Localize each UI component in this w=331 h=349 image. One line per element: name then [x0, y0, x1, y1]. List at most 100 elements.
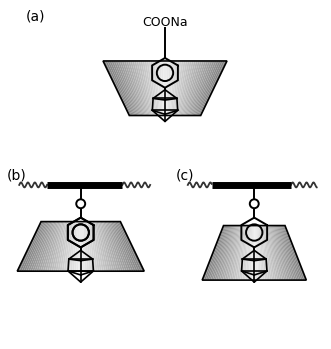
Polygon shape — [192, 61, 214, 116]
Polygon shape — [85, 222, 89, 271]
Polygon shape — [274, 225, 289, 280]
Polygon shape — [208, 225, 228, 280]
Polygon shape — [228, 225, 240, 280]
Polygon shape — [130, 61, 146, 116]
Polygon shape — [72, 222, 77, 271]
Polygon shape — [109, 222, 127, 271]
Text: (b): (b) — [6, 168, 26, 182]
Polygon shape — [144, 61, 154, 116]
Polygon shape — [189, 61, 209, 116]
Polygon shape — [216, 225, 233, 280]
Polygon shape — [30, 222, 50, 271]
Polygon shape — [153, 61, 159, 116]
Polygon shape — [124, 61, 142, 116]
Polygon shape — [280, 225, 299, 280]
Polygon shape — [36, 222, 54, 271]
Polygon shape — [90, 222, 98, 271]
Polygon shape — [204, 225, 225, 280]
Polygon shape — [151, 61, 158, 116]
Polygon shape — [260, 225, 266, 280]
Polygon shape — [86, 222, 91, 271]
Polygon shape — [260, 225, 265, 280]
Polygon shape — [174, 61, 184, 116]
Polygon shape — [211, 225, 230, 280]
Polygon shape — [172, 61, 179, 116]
Polygon shape — [167, 61, 171, 116]
Polygon shape — [279, 225, 298, 280]
Polygon shape — [99, 222, 113, 271]
Polygon shape — [197, 61, 223, 116]
Polygon shape — [103, 61, 130, 116]
Polygon shape — [103, 222, 119, 271]
Polygon shape — [249, 225, 252, 280]
Polygon shape — [22, 222, 45, 271]
Polygon shape — [257, 225, 261, 280]
Polygon shape — [273, 225, 287, 280]
Polygon shape — [239, 225, 246, 280]
Polygon shape — [28, 222, 49, 271]
Polygon shape — [163, 61, 165, 116]
Polygon shape — [114, 222, 136, 271]
Polygon shape — [51, 222, 64, 271]
Polygon shape — [194, 61, 217, 116]
Polygon shape — [149, 61, 157, 116]
Polygon shape — [45, 222, 60, 271]
Polygon shape — [191, 61, 213, 116]
Polygon shape — [118, 61, 139, 116]
Polygon shape — [76, 222, 79, 271]
Polygon shape — [132, 61, 147, 116]
Polygon shape — [265, 225, 275, 280]
Polygon shape — [53, 222, 65, 271]
Polygon shape — [182, 61, 196, 116]
Polygon shape — [113, 222, 134, 271]
Polygon shape — [206, 225, 227, 280]
Polygon shape — [159, 61, 163, 116]
Polygon shape — [117, 222, 140, 271]
Polygon shape — [240, 225, 247, 280]
Text: (a): (a) — [26, 9, 46, 23]
Polygon shape — [185, 61, 202, 116]
Polygon shape — [119, 222, 144, 271]
Polygon shape — [110, 222, 129, 271]
Polygon shape — [47, 222, 61, 271]
Polygon shape — [262, 225, 270, 280]
Polygon shape — [32, 222, 52, 271]
Polygon shape — [271, 225, 284, 280]
Polygon shape — [255, 225, 258, 280]
Polygon shape — [106, 222, 123, 271]
Polygon shape — [70, 222, 75, 271]
Polygon shape — [105, 222, 121, 271]
Polygon shape — [221, 225, 236, 280]
Polygon shape — [89, 222, 96, 271]
Text: (c): (c) — [176, 168, 194, 182]
Polygon shape — [218, 225, 234, 280]
Polygon shape — [115, 222, 138, 271]
Polygon shape — [219, 225, 235, 280]
Polygon shape — [136, 61, 150, 116]
Polygon shape — [173, 61, 181, 116]
Polygon shape — [111, 222, 131, 271]
Polygon shape — [202, 225, 224, 280]
Polygon shape — [58, 222, 68, 271]
Polygon shape — [268, 225, 280, 280]
Polygon shape — [142, 61, 153, 116]
Polygon shape — [266, 225, 277, 280]
Polygon shape — [91, 222, 100, 271]
Polygon shape — [213, 225, 231, 280]
Polygon shape — [256, 225, 260, 280]
Polygon shape — [62, 222, 70, 271]
Polygon shape — [66, 222, 73, 271]
Polygon shape — [60, 222, 69, 271]
Polygon shape — [113, 61, 136, 116]
Polygon shape — [105, 61, 132, 116]
Polygon shape — [55, 222, 66, 271]
Polygon shape — [200, 61, 227, 116]
Polygon shape — [275, 225, 291, 280]
Polygon shape — [118, 222, 142, 271]
Polygon shape — [107, 61, 133, 116]
Polygon shape — [237, 225, 245, 280]
Polygon shape — [102, 222, 117, 271]
Polygon shape — [281, 225, 301, 280]
Polygon shape — [109, 61, 134, 116]
Polygon shape — [282, 225, 303, 280]
